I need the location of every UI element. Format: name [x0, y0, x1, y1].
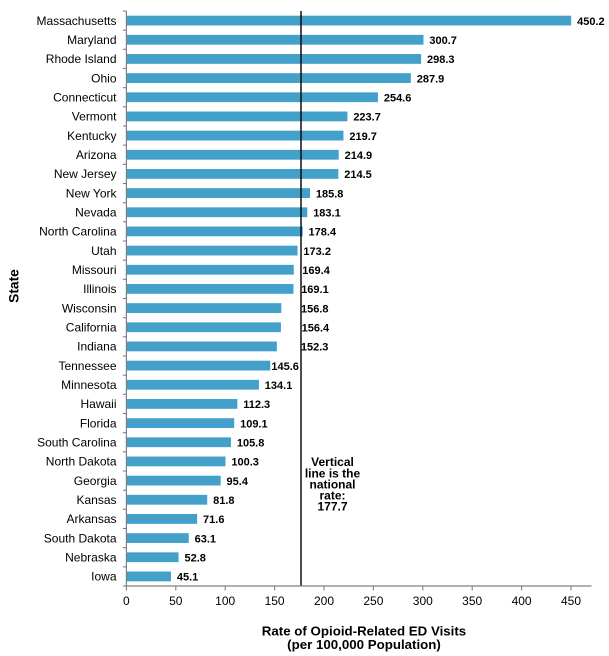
- svg-text:50: 50: [169, 594, 183, 608]
- svg-text:95.4: 95.4: [227, 476, 249, 488]
- svg-text:Nebraska: Nebraska: [65, 550, 117, 564]
- svg-text:156.4: 156.4: [302, 322, 330, 334]
- svg-text:450.2: 450.2: [577, 16, 605, 28]
- svg-text:Indiana: Indiana: [77, 340, 117, 354]
- svg-text:109.1: 109.1: [240, 418, 268, 430]
- svg-text:Tennessee: Tennessee: [58, 359, 116, 373]
- svg-text:Georgia: Georgia: [74, 474, 117, 488]
- svg-text:450: 450: [561, 594, 581, 608]
- svg-text:250: 250: [363, 594, 383, 608]
- svg-text:Arizona: Arizona: [76, 148, 117, 162]
- svg-text:North Carolina: North Carolina: [39, 225, 117, 239]
- svg-text:156.8: 156.8: [301, 303, 329, 315]
- svg-text:81.8: 81.8: [213, 495, 234, 507]
- svg-text:100.3: 100.3: [231, 457, 259, 469]
- svg-text:Rhode Island: Rhode Island: [46, 52, 117, 66]
- svg-text:Utah: Utah: [91, 244, 116, 258]
- svg-text:Nevada: Nevada: [75, 205, 117, 219]
- svg-text:200: 200: [314, 594, 334, 608]
- svg-text:150: 150: [265, 594, 285, 608]
- svg-text:Arkansas: Arkansas: [66, 512, 116, 526]
- svg-text:Missouri: Missouri: [72, 263, 117, 277]
- svg-text:52.8: 52.8: [184, 552, 205, 564]
- svg-text:169.4: 169.4: [302, 265, 330, 277]
- svg-text:rate:: rate:: [319, 489, 345, 503]
- svg-text:State: State: [6, 269, 21, 303]
- svg-text:New York: New York: [66, 186, 118, 200]
- svg-text:178.4: 178.4: [309, 227, 337, 239]
- svg-text:Vertical: Vertical: [311, 455, 354, 469]
- svg-text:350: 350: [462, 594, 482, 608]
- svg-text:45.1: 45.1: [177, 572, 198, 584]
- svg-text:214.9: 214.9: [345, 150, 373, 162]
- svg-text:185.8: 185.8: [316, 188, 344, 200]
- svg-text:South Carolina: South Carolina: [37, 435, 117, 449]
- svg-text:134.1: 134.1: [265, 380, 293, 392]
- svg-text:145.6: 145.6: [271, 361, 299, 373]
- svg-text:Minnesota: Minnesota: [61, 378, 117, 392]
- svg-text:(per 100,000 Population): (per 100,000 Population): [287, 637, 441, 652]
- svg-text:Connecticut: Connecticut: [53, 90, 117, 104]
- svg-text:Massachusetts: Massachusetts: [36, 14, 116, 28]
- svg-text:Illinois: Illinois: [83, 282, 116, 296]
- svg-text:California: California: [66, 320, 117, 334]
- svg-text:Vermont: Vermont: [72, 110, 117, 124]
- svg-text:Iowa: Iowa: [91, 570, 117, 584]
- svg-text:173.2: 173.2: [303, 246, 331, 258]
- svg-text:214.5: 214.5: [344, 169, 372, 181]
- svg-text:112.3: 112.3: [243, 399, 270, 411]
- svg-text:Hawaii: Hawaii: [80, 397, 116, 411]
- svg-text:100: 100: [215, 594, 235, 608]
- svg-text:219.7: 219.7: [349, 131, 377, 143]
- svg-text:national: national: [309, 477, 355, 491]
- svg-text:South Dakota: South Dakota: [44, 531, 117, 545]
- svg-text:Florida: Florida: [80, 416, 117, 430]
- svg-text:169.1: 169.1: [301, 284, 329, 296]
- svg-text:287.9: 287.9: [417, 73, 445, 85]
- svg-text:71.6: 71.6: [203, 514, 224, 526]
- svg-text:Maryland: Maryland: [67, 33, 116, 47]
- svg-text:254.6: 254.6: [384, 92, 412, 104]
- svg-text:Wisconsin: Wisconsin: [62, 301, 117, 315]
- svg-text:223.7: 223.7: [353, 112, 381, 124]
- svg-text:300: 300: [413, 594, 433, 608]
- svg-text:Ohio: Ohio: [91, 71, 117, 85]
- svg-text:line is the: line is the: [305, 466, 361, 480]
- svg-text:63.1: 63.1: [195, 533, 216, 545]
- svg-text:0: 0: [123, 594, 130, 608]
- svg-text:400: 400: [512, 594, 532, 608]
- svg-text:Kansas: Kansas: [76, 493, 116, 507]
- svg-text:Rate of Opioid-Related ED Visi: Rate of Opioid-Related ED Visits: [262, 623, 466, 638]
- svg-text:177.7: 177.7: [317, 500, 347, 514]
- svg-text:152.3: 152.3: [301, 342, 329, 354]
- svg-text:New Jersey: New Jersey: [54, 167, 117, 181]
- svg-text:Kentucky: Kentucky: [67, 129, 116, 143]
- svg-text:183.1: 183.1: [313, 207, 341, 219]
- svg-text:North Dakota: North Dakota: [46, 455, 117, 469]
- svg-text:105.8: 105.8: [237, 437, 265, 449]
- svg-text:300.7: 300.7: [429, 35, 457, 47]
- svg-text:298.3: 298.3: [427, 54, 455, 66]
